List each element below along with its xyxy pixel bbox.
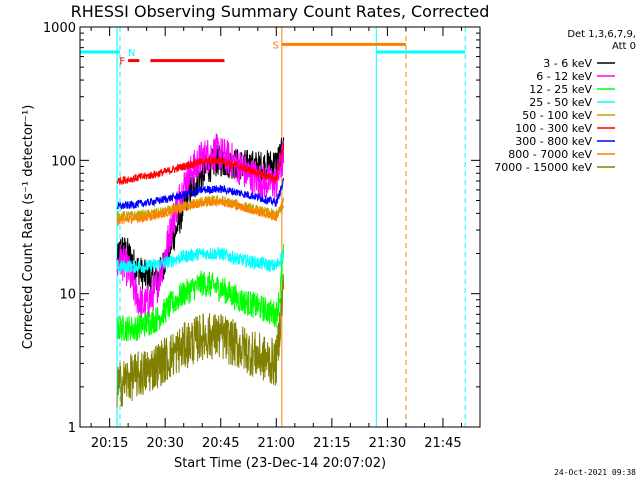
x-tick-label: 20:30 [146,436,183,451]
legend-label: 3 - 6 keV [543,57,592,70]
y-tick-label: 1000 [43,21,76,36]
x-tick-label: 20:45 [202,436,239,451]
markers-layer [116,27,466,427]
legend-header: Det 1,3,6,7,9, [567,29,636,40]
legend-label: 300 - 800 keV [515,135,592,148]
series-layer [116,133,285,409]
chart-title: RHESSI Observing Summary Count Rates, Co… [71,2,490,21]
series-line [116,137,285,295]
y-tick-label: 1 [68,421,76,436]
legend-label: 100 - 300 keV [515,122,592,135]
series-line [116,178,285,210]
legend-label: 25 - 50 keV [529,96,592,109]
x-tick-label: 21:15 [313,436,350,451]
y-tick-label: 100 [51,154,76,169]
x-tick-label: 21:00 [258,436,295,451]
legend-header: Att 0 [612,41,636,52]
series-line [116,243,285,342]
flag-label: S [272,40,278,51]
y-axis-label: Corrected Count Rate (s⁻¹ detector⁻¹) [21,105,36,350]
flag-label: F [119,57,125,68]
series-line [116,247,285,274]
series-line [116,197,285,227]
legend-label: 7000 - 15000 keV [494,161,592,174]
x-axis-label: Start Time (23-Dec-14 20:07:02) [174,456,386,471]
axes-layer: 1 10 100 1000 20:15 20:30 20:45 21:00 21:15 21:30… [43,21,480,451]
series-line [116,143,285,186]
x-tick-label: 20:15 [91,436,128,451]
footer-date: 24-Oct-2021 09:38 [554,468,636,477]
legend-label: 6 - 12 keV [536,70,592,83]
flags-layer: NF S [80,40,466,68]
legend-label: 12 - 25 keV [529,83,592,96]
series-line [116,274,285,409]
plot-frame [79,26,481,428]
x-tick-label: 21:30 [369,436,406,451]
legend-label: 50 - 100 keV [522,109,592,122]
legend-label: 800 - 7000 keV [508,148,592,161]
flag-label: N [128,48,135,59]
x-tick-label: 21:45 [424,436,461,451]
y-tick-label: 10 [59,288,76,303]
